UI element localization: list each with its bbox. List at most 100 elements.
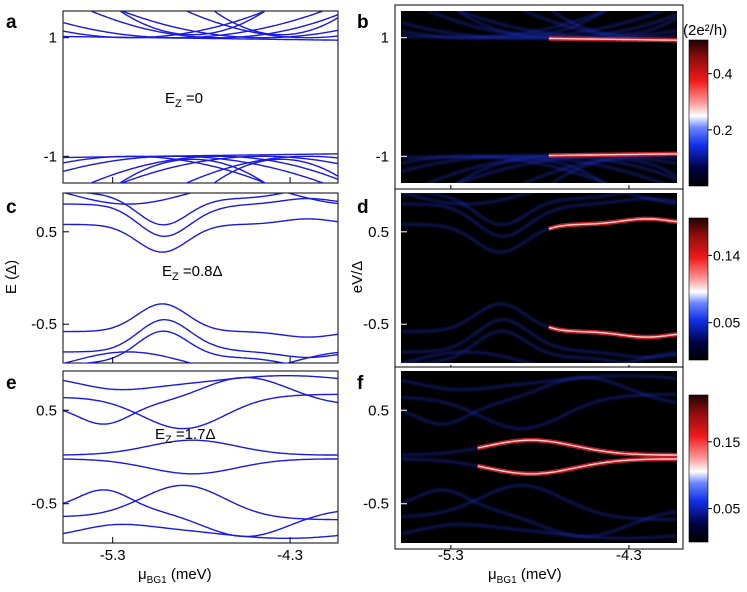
xticks-b xyxy=(450,185,630,189)
yticks-f: 0.5 -0.5 xyxy=(363,402,407,513)
panel-letter-a: a xyxy=(6,12,17,33)
colorbar-d: 0.14 0.05 xyxy=(688,217,740,361)
conductance-map-d xyxy=(401,193,677,363)
colorbar-b-title: (2e²/h) xyxy=(683,22,727,39)
ytick-label: -0.5 xyxy=(363,316,389,333)
ytick-label: 0.5 xyxy=(36,402,57,419)
panel-letter-c: c xyxy=(6,197,17,218)
ytick-label: 0.5 xyxy=(36,224,57,241)
right-x-axis-label-sub: BG1 xyxy=(497,575,517,586)
band-line xyxy=(89,155,338,183)
colorbar-tick-label: 0.05 xyxy=(713,501,740,517)
panel-letter-d: d xyxy=(357,197,369,218)
annotation-e-tail: =1.7Δ xyxy=(172,426,216,443)
ytick-label: 0.5 xyxy=(368,402,389,419)
left-x-axis-label-unit: (meV) xyxy=(167,566,212,583)
row-middle: c d 0.5-0.5 EZ =0.8Δ 0.5-0.5 0.140.05 xyxy=(6,188,740,369)
row-bottom: e f 0.5 -0.5 -5.3 -4.3 EZ =1.7Δ 0.5 -0.5 -5… xyxy=(6,366,740,564)
yticks-e: 0.5 -0.5 xyxy=(31,402,69,513)
left-panel-a: 1 -1 EZ =0 xyxy=(44,10,339,184)
colorbar-d-bar xyxy=(688,217,709,361)
band-line xyxy=(63,458,338,475)
colorbar-f-ticks: 0.15 0.05 xyxy=(708,434,740,517)
band-line xyxy=(89,11,338,39)
band-line xyxy=(63,523,338,539)
conductance-trace xyxy=(401,193,677,206)
band-line xyxy=(63,375,338,391)
band-curves-a xyxy=(63,11,338,183)
annotation-e-sub: Z xyxy=(165,434,172,446)
annotation-e-main: E xyxy=(155,426,165,443)
band-line xyxy=(213,158,338,183)
left-x-axis-label-sub: BG1 xyxy=(147,575,167,586)
conductance-trace xyxy=(401,376,677,426)
xtick-label: -5.3 xyxy=(438,547,464,564)
conductance-trace xyxy=(401,523,677,540)
annotation-c-main: E xyxy=(162,263,172,280)
left-panel-e: 0.5 -0.5 -5.3 -4.3 EZ =1.7Δ xyxy=(31,370,339,564)
band-line xyxy=(63,155,268,183)
conductance-trace xyxy=(401,374,677,391)
annotation-e: EZ =1.7Δ xyxy=(155,426,216,446)
left-panel-e-frame xyxy=(62,370,339,544)
panel-letter-b: b xyxy=(357,12,369,33)
left-x-axis-label-main: μ xyxy=(138,566,147,583)
band-line xyxy=(184,155,338,183)
right-panel-b: 1 -1 xyxy=(376,4,684,190)
annotation-a-sub: Z xyxy=(175,98,182,110)
band-line xyxy=(63,197,338,237)
conductance-trace xyxy=(401,393,677,430)
ytick-label: 0.5 xyxy=(368,224,389,241)
left-y-axis-label-main: E xyxy=(3,284,20,294)
xticks-a xyxy=(112,177,291,183)
ytick-label: -1 xyxy=(44,148,57,165)
band-line xyxy=(63,319,338,359)
colorbar-f-bar xyxy=(688,394,709,543)
colorbar-b-bar xyxy=(688,39,709,187)
band-line xyxy=(63,376,338,425)
conductance-trace xyxy=(426,155,677,183)
panel-letter-f: f xyxy=(357,373,364,394)
left-y-axis-label: E (Δ) xyxy=(3,260,20,294)
right-y-axis-label: eV/Δ xyxy=(349,261,366,294)
conductance-trace xyxy=(456,158,606,183)
annotation-a-tail: =0 xyxy=(182,90,203,107)
xtick-label: -4.3 xyxy=(277,547,303,564)
yticks-c: 0.5 -0.5 xyxy=(31,224,69,333)
conductance-peak-core xyxy=(548,37,677,41)
colorbar-b-ticks: 0.4 0.2 xyxy=(708,66,733,138)
yticks-b: 1 -1 xyxy=(376,30,407,165)
band-line xyxy=(63,193,338,205)
band-line xyxy=(118,158,267,183)
colorbar-tick-label: 0.15 xyxy=(713,434,740,450)
row-top: a b 1 -1 EZ =0 1 -1 (2e²/h) 0.4 0.2 xyxy=(6,4,733,190)
ytick-label: 1 xyxy=(49,30,57,47)
conductance-trace xyxy=(401,155,607,183)
yticks-d: 0.5 -0.5 xyxy=(363,224,407,333)
band-curves-e xyxy=(63,375,338,539)
colorbar-tick-label: 0.4 xyxy=(713,66,733,82)
conductance-trace xyxy=(522,155,677,183)
yticks-a: 1 -1 xyxy=(44,30,69,165)
xticks-f: -5.3 -4.3 xyxy=(438,545,642,564)
band-line xyxy=(76,193,287,226)
conductance-trace xyxy=(426,11,677,39)
band-line xyxy=(213,11,338,36)
xticks-e: -5.3 -4.3 xyxy=(100,537,303,564)
conductance-map-f xyxy=(401,374,677,540)
conductance-trace xyxy=(401,197,677,238)
band-curves-c xyxy=(63,193,338,363)
conductance-trace xyxy=(401,350,677,363)
conductance-peak-core xyxy=(477,458,677,475)
conductance-trace xyxy=(550,11,677,36)
panel-letter-e: e xyxy=(6,373,17,394)
conductance-trace xyxy=(550,158,677,183)
right-x-axis-label-unit: (meV) xyxy=(517,566,562,583)
ytick-label: 1 xyxy=(381,30,389,47)
right-panel-f-map xyxy=(401,371,677,543)
colorbar-b: (2e²/h) 0.4 0.2 xyxy=(683,22,733,187)
conductance-trace xyxy=(406,193,629,226)
band-line xyxy=(184,11,338,39)
band-line xyxy=(63,218,338,253)
